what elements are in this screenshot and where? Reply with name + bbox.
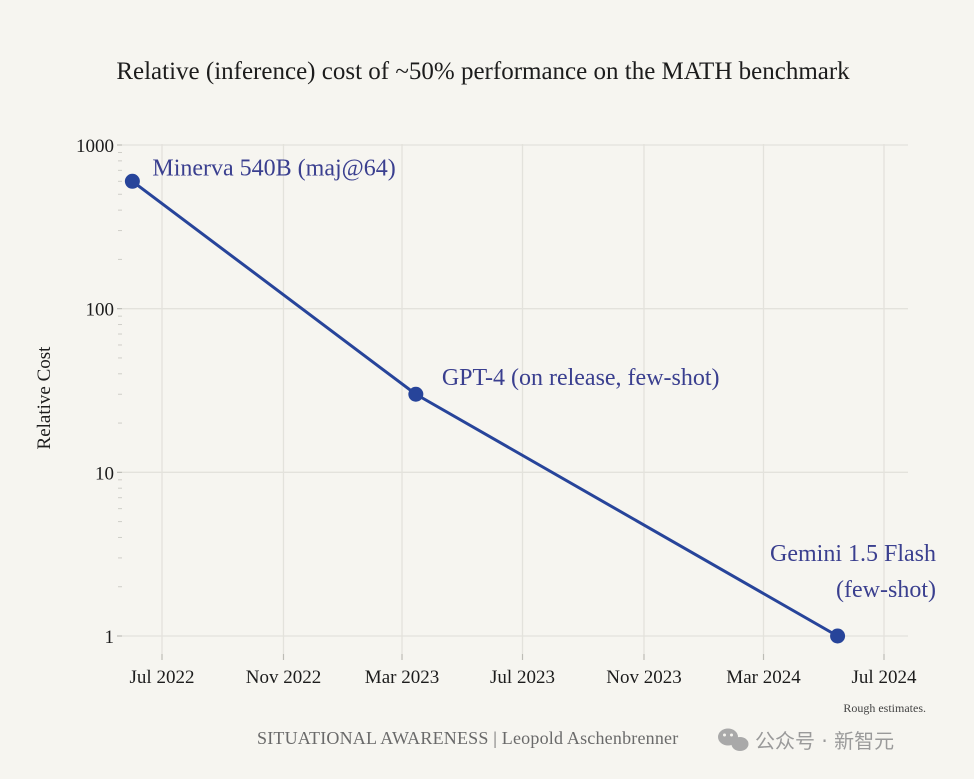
x-tick-label: Mar 2023 — [365, 667, 439, 688]
x-tick-label: Mar 2024 — [726, 667, 801, 688]
x-tick-label: Jul 2023 — [490, 667, 555, 688]
point-label: Gemini 1.5 Flash — [770, 541, 936, 567]
data-point — [408, 386, 424, 402]
data-point — [830, 628, 846, 644]
point-label: Minerva 540B (maj@64) — [152, 155, 395, 181]
chart-title: Relative (inference) cost of ~50% perfor… — [116, 58, 850, 85]
point-label: (few-shot) — [836, 577, 936, 603]
wechat-icon — [718, 728, 749, 751]
minor-ticks — [118, 151, 122, 588]
x-axis-ticks: Jul 2022 Nov 2022 Mar 2023 Jul 2023 Nov 2023… — [130, 654, 917, 688]
data-point — [124, 173, 140, 189]
y-tick-label: 1000 — [76, 136, 114, 157]
rough-estimates-note: Rough estimates. — [843, 701, 926, 715]
y-tick-label: 10 — [95, 463, 114, 484]
y-axis-title: Relative Cost — [34, 346, 55, 450]
grid-lines — [122, 144, 908, 654]
series-layer: Minerva 540B (maj@64) GPT-4 (on release, … — [124, 155, 936, 644]
point-label: GPT-4 (on release, few-shot) — [442, 365, 720, 391]
watermark-text: 公众号 · 新智元 — [755, 729, 894, 753]
series-line — [131, 180, 839, 638]
x-tick-label: Jul 2022 — [130, 667, 195, 688]
x-tick-label: Nov 2023 — [606, 667, 681, 688]
watermark: 公众号 · 新智元 — [718, 728, 894, 753]
footer-credit: SITUATIONAL AWARENESS | Leopold Aschenbr… — [257, 728, 678, 748]
x-tick-label: Jul 2024 — [852, 667, 917, 688]
y-tick-label: 100 — [86, 300, 115, 321]
x-tick-label: Nov 2022 — [246, 667, 321, 688]
y-tick-label: 1 — [105, 627, 115, 648]
y-axis-ticks: 1 10 100 1000 — [76, 136, 122, 648]
